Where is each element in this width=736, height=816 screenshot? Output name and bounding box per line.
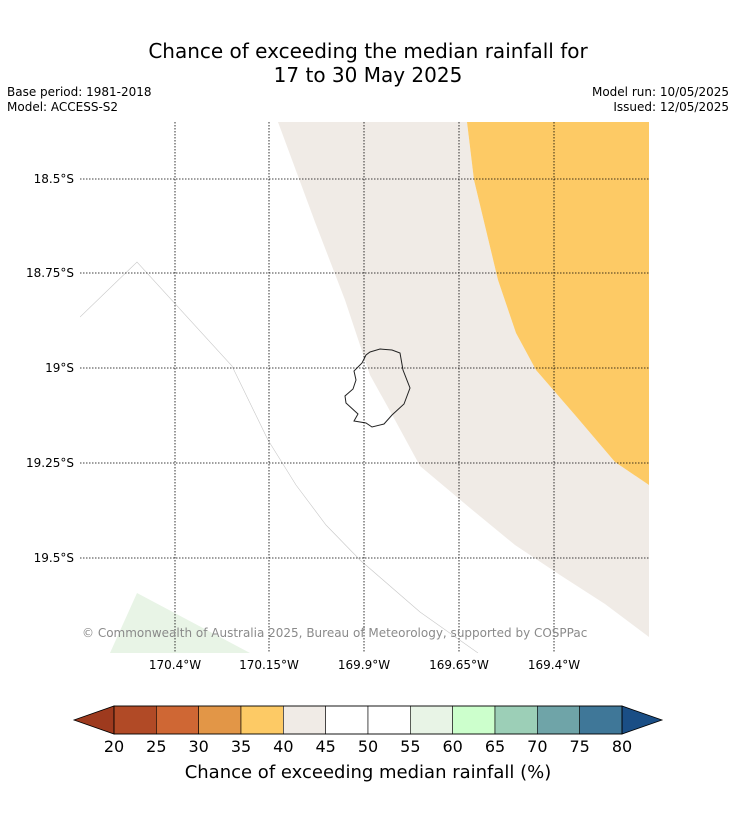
colorbar-segment: [240, 705, 284, 735]
colorbar-tick-label: 45: [315, 737, 336, 756]
colorbar-over-arrow: [621, 705, 664, 735]
lon-label-170-15: 170.15°W: [239, 658, 299, 672]
colorbar-tick-label: 55: [400, 737, 421, 756]
lon-label-169-9: 169.9°W: [337, 658, 391, 672]
colorbar-segment: [579, 705, 623, 735]
colorbar-tick-label: 60: [442, 737, 463, 756]
colorbar-tick-label: 25: [146, 737, 167, 756]
colorbar-tick-label: 75: [569, 737, 590, 756]
lon-label-169-4: 169.4°W: [527, 658, 581, 672]
colorbar-segment: [283, 705, 326, 735]
base-period-text: Base period: 1981-2018: [7, 85, 152, 99]
colorbar-tick-label: 30: [188, 737, 209, 756]
issued-text: Issued: 12/05/2025: [613, 100, 729, 114]
colorbar-segment: [113, 705, 157, 735]
copyright-notice: © Commonwealth of Australia 2025, Bureau…: [82, 626, 588, 640]
colorbar-under-arrow: [72, 705, 115, 735]
gridlines: [80, 122, 649, 653]
lon-label-170-4: 170.4°W: [148, 658, 202, 672]
colorbar-tick-label: 80: [611, 737, 633, 756]
colorbar-tick-label: 20: [103, 737, 125, 756]
colorbar-tick-label: 50: [357, 737, 379, 756]
colorbar-segment: [156, 705, 199, 735]
colorbar-segments: [113, 705, 623, 735]
lat-label-19-25: 19.25°S: [26, 456, 74, 470]
colorbar-segment: [494, 705, 538, 735]
zone-35-40: [467, 122, 649, 485]
lat-label-19-5: 19.5°S: [33, 551, 74, 565]
island-outline: [344, 348, 411, 428]
colorbar-title: Chance of exceeding median rainfall (%): [184, 762, 552, 783]
map-area: [80, 122, 649, 653]
lat-label-19: 19°S: [45, 361, 74, 375]
map-title-line2: 17 to 30 May 2025: [273, 63, 463, 87]
colorbar-segment: [452, 705, 496, 735]
colorbar-segment: [367, 705, 411, 735]
lat-label-18-5: 18.5°S: [33, 172, 74, 186]
colorbar-tick-label: 40: [273, 737, 294, 756]
colorbar-tick-label: 70: [527, 737, 548, 756]
colorbar-frame: [113, 705, 623, 735]
colorbar-segment: [198, 705, 242, 735]
colorbar-segment: [325, 705, 369, 735]
colorbar-tick-label: 35: [230, 737, 252, 756]
zone-55-60: [110, 593, 250, 653]
model-run-text: Model run: 10/05/2025: [591, 85, 729, 99]
colorbar: [72, 705, 664, 735]
colorbar-tick-label: 65: [484, 737, 506, 756]
colorbar-segment: [537, 705, 580, 735]
colorbar-segment: [410, 705, 453, 735]
model-text: Model: ACCESS-S2: [7, 100, 119, 114]
map-title-line1: Chance of exceeding the median rainfall …: [148, 39, 588, 63]
lon-label-169-65: 169.65°W: [429, 658, 489, 672]
meta-right: Model run: 10/05/2025 Issued: 12/05/2025: [592, 85, 729, 115]
boundary-line: [80, 261, 479, 653]
zone-40-45: [278, 122, 649, 637]
meta-left: Base period: 1981-2018 Model: ACCESS-S2: [7, 85, 152, 115]
lat-label-18-75: 18.75°S: [26, 266, 74, 280]
